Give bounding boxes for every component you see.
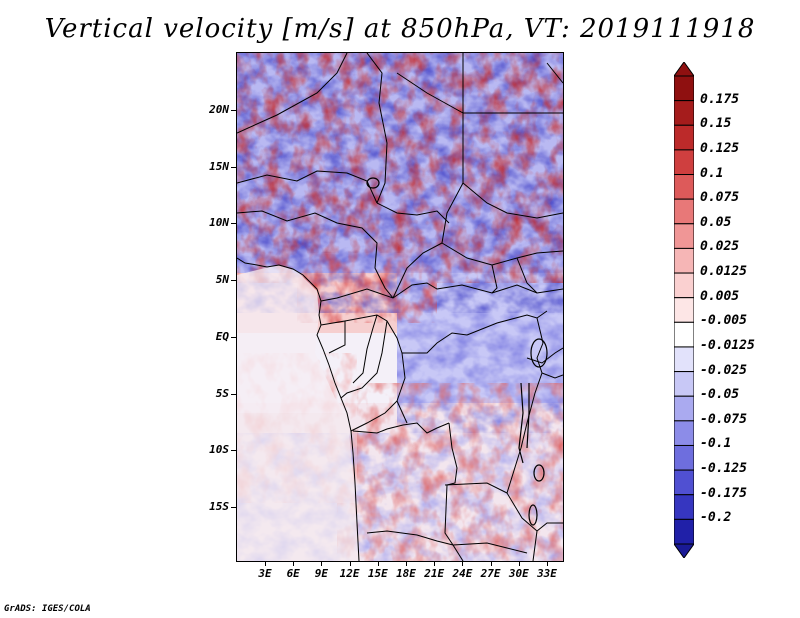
colorbar-label: 0.05 — [700, 214, 732, 230]
lat-label: 10N — [209, 216, 229, 230]
lon-label: 30E — [508, 567, 529, 580]
lon-label: 27E — [480, 567, 501, 580]
lon-label: 12E — [339, 567, 360, 580]
colorbar-box — [673, 297, 695, 323]
colorbar-label: -0.125 — [700, 461, 747, 477]
colorbar-box — [673, 223, 695, 249]
colorbar-box — [673, 395, 695, 422]
colorbar-box — [673, 346, 695, 373]
country-borders — [237, 53, 563, 561]
lat-label: 20N — [209, 103, 229, 116]
lon-tick — [462, 562, 464, 566]
lon-label: 21E — [424, 567, 445, 580]
lon-label: 3E — [258, 567, 272, 580]
lon-tick — [377, 562, 379, 566]
colorbar-label: -0.1 — [700, 436, 732, 452]
lat-tick — [231, 110, 236, 111]
lat-label: 15S — [209, 500, 229, 513]
lon-tick — [321, 562, 323, 566]
lat-label: 5S — [215, 386, 229, 400]
colorbar-label: -0.175 — [700, 485, 747, 501]
lon-label: 15E — [367, 567, 388, 580]
ascent-texture — [237, 53, 563, 561]
colorbar-label: -0.05 — [700, 387, 740, 403]
lat-label: 5N — [215, 273, 229, 287]
colorbar-label: 0.15 — [700, 116, 732, 132]
colorbar-box — [673, 469, 695, 496]
lon-tick — [349, 562, 351, 566]
colorbar-label: -0.075 — [700, 411, 747, 427]
colorbar-box — [673, 100, 695, 126]
colorbar-min-arrow — [673, 543, 695, 559]
south-atlantic — [237, 413, 359, 561]
colorbar-label: -0.025 — [700, 362, 747, 378]
lon-label: 9E — [314, 567, 329, 580]
lat-label: EQ — [215, 329, 229, 343]
colorbar-box — [673, 371, 695, 397]
colorbar-label: -0.0125 — [700, 337, 755, 353]
colorbar-label: -0.005 — [700, 313, 747, 329]
colorbar-label: -0.2 — [700, 510, 732, 526]
colorbar-box — [673, 174, 695, 200]
lat-label: 10S — [209, 443, 229, 457]
lat-tick — [231, 336, 236, 338]
lon-tick — [406, 562, 407, 566]
colorbar-box — [673, 198, 695, 225]
colorbar-box — [673, 494, 695, 520]
colorbar-label: 0.175 — [700, 91, 740, 107]
colorbar-box — [673, 124, 695, 151]
lat-label: 15N — [209, 159, 229, 173]
colorbar — [673, 61, 695, 559]
atlantic-ocean — [237, 265, 347, 413]
lat-tick — [231, 450, 236, 452]
lon-label: 18E — [396, 567, 416, 580]
colorbar-box — [673, 75, 695, 102]
lon-tick — [547, 562, 548, 566]
colorbar-box — [673, 247, 695, 274]
colorbar-label: 0.025 — [700, 239, 740, 255]
lakes — [366, 177, 548, 526]
lat-tick — [231, 393, 236, 395]
lon-label: 6E — [286, 567, 300, 580]
lon-tick — [434, 562, 436, 566]
lon-tick — [490, 562, 492, 566]
colorbar-box — [673, 149, 695, 176]
colorbar-box — [673, 321, 695, 348]
lat-tick — [231, 166, 236, 168]
lon-label: 33E — [537, 567, 557, 580]
map-title: Vertical velocity [m/s] at 850hPa, VT: 2… — [44, 14, 756, 44]
lat-tick — [231, 507, 236, 508]
colorbar-label: 0.125 — [700, 140, 740, 156]
colorbar-box — [673, 444, 695, 471]
colorbar-label: 0.0125 — [700, 264, 747, 280]
colorbar-label: 0.075 — [700, 190, 740, 206]
colorbar-box — [673, 420, 695, 446]
colorbar-label: 0.1 — [700, 165, 724, 181]
colorbar-box — [673, 518, 695, 545]
lon-tick — [265, 562, 266, 566]
colorbar-label: 0.005 — [700, 288, 740, 304]
lon-label: 24E — [452, 567, 473, 580]
grads-credit: GrADS: IGES/COLA — [4, 604, 91, 614]
colorbar-box — [673, 272, 695, 299]
colorbar-max-arrow — [673, 61, 695, 77]
vertical-velocity-map — [236, 52, 564, 562]
lat-tick — [231, 223, 236, 225]
lon-tick — [518, 562, 520, 566]
lon-tick — [293, 562, 295, 566]
lat-tick — [231, 280, 236, 282]
